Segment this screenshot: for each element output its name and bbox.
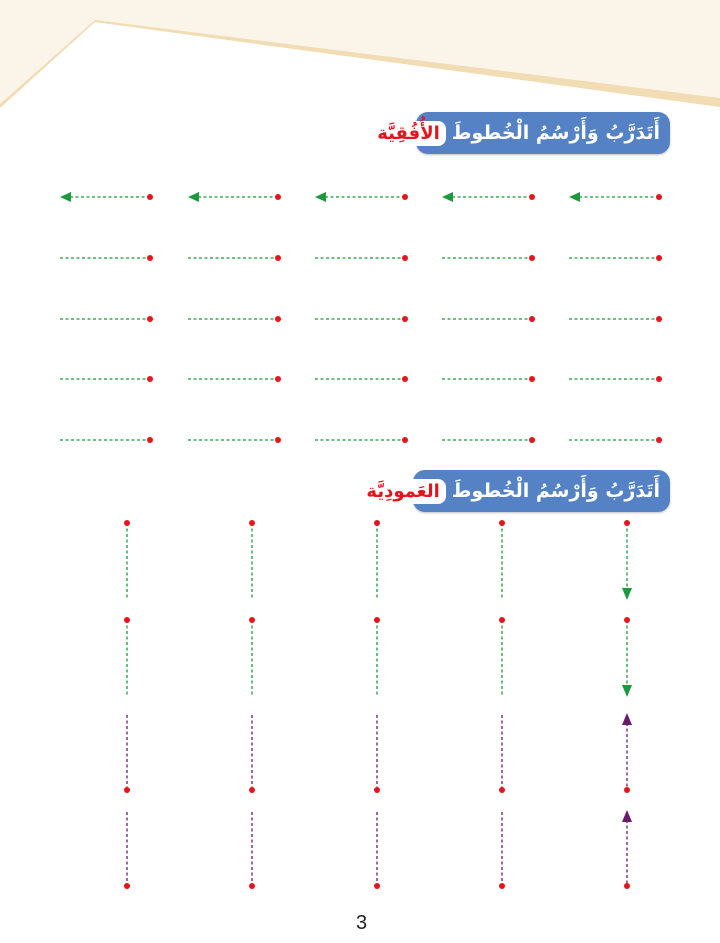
start-dot: [656, 194, 662, 200]
start-dot: [402, 194, 408, 200]
start-dot: [656, 255, 662, 261]
start-dot: [529, 194, 535, 200]
start-dot: [374, 617, 380, 623]
start-dot: [402, 255, 408, 261]
start-dot: [656, 316, 662, 322]
start-dot: [529, 255, 535, 261]
start-dot: [499, 883, 505, 889]
arrow-left-icon: [442, 192, 453, 202]
start-dot: [499, 617, 505, 623]
start-dot: [275, 194, 281, 200]
start-dot: [124, 617, 130, 623]
start-dot: [275, 376, 281, 382]
start-dot: [624, 520, 630, 526]
start-dot: [499, 787, 505, 793]
corner-fill-shape: [0, 0, 720, 104]
arrow-left-icon: [569, 192, 580, 202]
start-dot: [624, 617, 630, 623]
banner-highlight: العَمودِيَّة: [360, 478, 446, 504]
banner-title: أَتَدَرَّبُ وَأَرْسُمُ الْخُطوطَ: [451, 480, 660, 502]
start-dot: [147, 255, 153, 261]
start-dot: [249, 787, 255, 793]
start-dot: [275, 255, 281, 261]
start-dot: [147, 437, 153, 443]
arrow-up-icon: [622, 810, 632, 822]
start-dot: [249, 617, 255, 623]
arrow-left-icon: [60, 192, 71, 202]
start-dot: [124, 787, 130, 793]
start-dot: [147, 194, 153, 200]
start-dot: [249, 520, 255, 526]
start-dot: [624, 787, 630, 793]
start-dot: [529, 437, 535, 443]
arrow-left-icon: [315, 192, 326, 202]
start-dot: [529, 316, 535, 322]
banner-title: أَتَدَرَّبُ وَأَرْسُمُ الْخُطوطَ: [451, 122, 660, 144]
arrow-down-icon: [622, 588, 632, 600]
vertical-lines-banner: أَتَدَرَّبُ وَأَرْسُمُ الْخُطوطَ العَمود…: [360, 470, 670, 512]
arrow-down-icon: [622, 685, 632, 697]
start-dot: [529, 376, 535, 382]
start-dot: [374, 520, 380, 526]
start-dot: [124, 883, 130, 889]
start-dot: [275, 316, 281, 322]
start-dot: [147, 376, 153, 382]
start-dot: [374, 787, 380, 793]
start-dot: [402, 376, 408, 382]
arrow-up-icon: [622, 713, 632, 725]
banner-highlight: الأُفُقِيَّة: [371, 120, 446, 146]
start-dot: [147, 316, 153, 322]
page-number: 3: [356, 912, 368, 934]
start-dot: [656, 376, 662, 382]
start-dot: [249, 883, 255, 889]
start-dot: [624, 883, 630, 889]
start-dot: [275, 437, 281, 443]
start-dot: [656, 437, 662, 443]
horizontal-lines-banner: أَتَدَرَّبُ وَأَرْسُمُ الْخُطوطَ الأُفُق…: [371, 112, 670, 154]
start-dot: [374, 883, 380, 889]
start-dot: [402, 316, 408, 322]
start-dot: [499, 520, 505, 526]
arrow-left-icon: [188, 192, 199, 202]
start-dot: [402, 437, 408, 443]
start-dot: [124, 520, 130, 526]
